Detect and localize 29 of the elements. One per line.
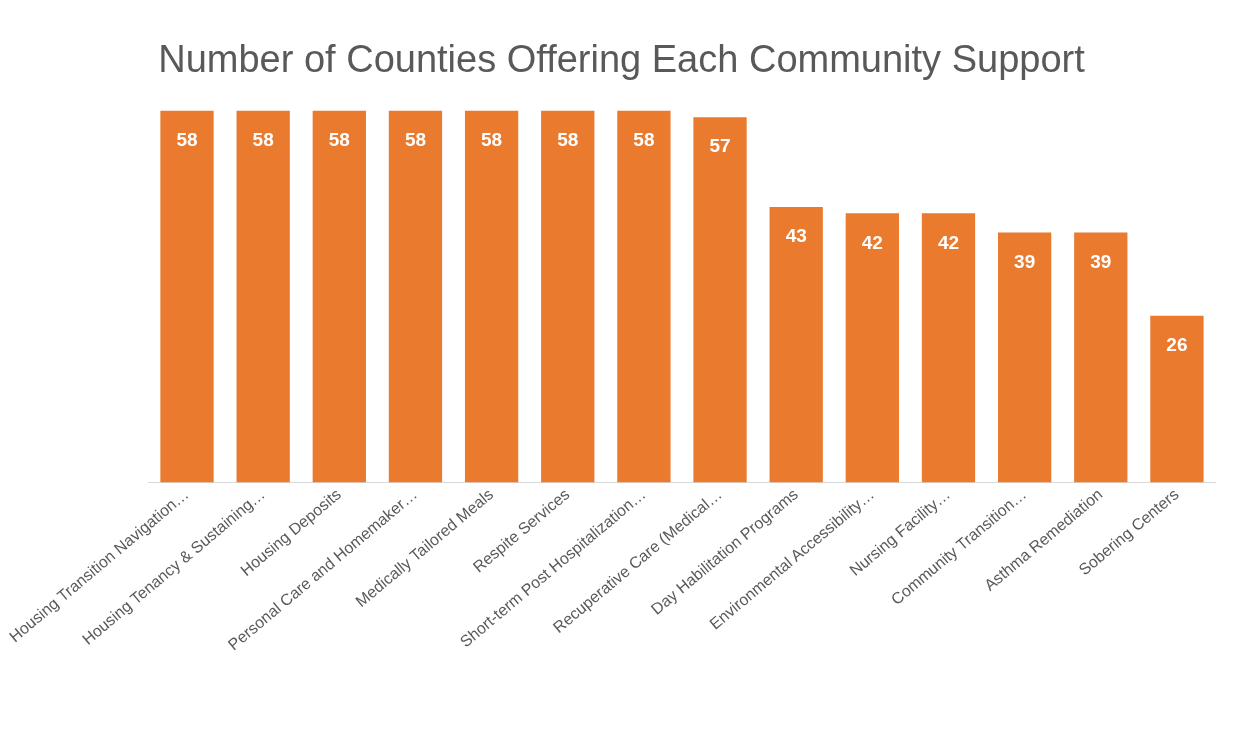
bar (617, 110, 671, 483)
bar (160, 110, 214, 483)
data-label: 26 (1166, 334, 1188, 356)
data-label: 42 (861, 231, 883, 253)
data-label: 58 (176, 129, 198, 151)
bar (464, 110, 519, 483)
bar (845, 213, 899, 483)
data-label: 58 (481, 129, 503, 151)
bar (1150, 315, 1204, 483)
bar (312, 110, 366, 483)
bar (997, 232, 1052, 483)
bar (769, 206, 823, 483)
data-label: 58 (404, 129, 427, 151)
bar (1074, 232, 1128, 483)
bar (921, 213, 976, 483)
bar (541, 110, 595, 483)
data-label: 58 (633, 129, 655, 151)
chart-title: Number of Counties Offering Each Community Support (157, 37, 1086, 82)
data-label: 39 (1014, 250, 1036, 272)
data-label: 58 (557, 129, 579, 151)
data-label: 58 (252, 129, 274, 151)
data-label: 57 (709, 135, 731, 157)
bar (693, 117, 747, 483)
data-label: 43 (785, 225, 807, 247)
bar (388, 110, 443, 483)
data-label: 58 (328, 129, 350, 151)
data-label: 39 (1090, 250, 1112, 272)
data-label: 42 (937, 231, 960, 253)
bar (236, 110, 290, 483)
